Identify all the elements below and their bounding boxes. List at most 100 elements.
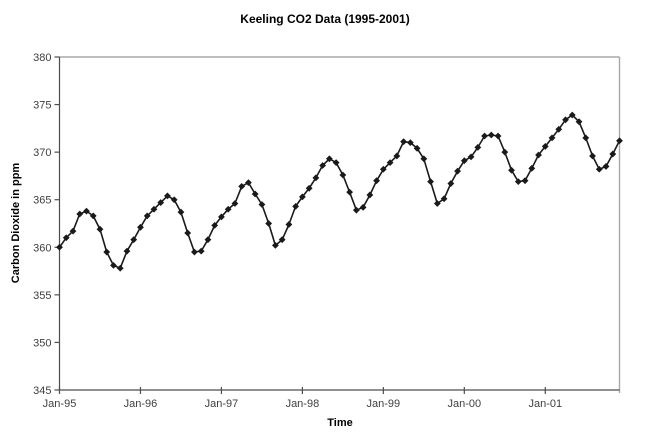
data-point [366,191,374,199]
x-tick-label: Jan-01 [528,398,562,410]
x-tick-label: Jan-98 [286,398,320,410]
data-point [595,165,603,173]
data-point [589,152,596,160]
data-point [116,264,124,272]
data-point [346,188,354,196]
data-point [433,200,441,207]
data-point [339,171,347,179]
chart-title: Keeling CO2 Data (1995-2001) [240,12,410,26]
data-point [467,153,475,161]
x-tick-label: Jan-00 [447,398,481,410]
x-tick-label: Jan-95 [43,398,77,410]
data-point [56,243,63,251]
data-point [83,207,90,215]
data-point [406,139,414,147]
data-point [298,193,306,201]
data-point [164,192,171,200]
data-point [481,132,488,140]
data-point [400,138,407,146]
data-point [454,167,461,175]
y-tick-label: 380 [33,52,51,64]
x-tick-label: Jan-99 [367,398,401,410]
data-point [325,155,333,163]
data-point [386,159,394,167]
y-tick-label: 360 [33,242,51,254]
data-point [123,247,131,255]
data-point [393,152,401,160]
data-point [272,241,279,249]
data-point [494,132,502,140]
data-point [177,208,185,216]
data-point [137,223,144,231]
data-point [258,201,266,208]
data-point [305,184,313,192]
data-point [602,163,610,170]
data-point [332,159,340,167]
data-point [568,111,576,119]
data-point [548,134,556,142]
data-point [447,180,455,187]
y-tick-label: 370 [33,147,51,159]
data-point [508,166,515,174]
data-point [609,150,617,158]
x-tick-label: Jan-96 [124,398,158,410]
data-point [251,190,259,198]
data-point [224,205,232,213]
data-point [231,200,239,207]
data-point [514,178,522,186]
data-point [89,212,97,220]
data-point [555,125,563,133]
y-tick-label: 365 [33,195,51,207]
data-point [265,220,273,227]
data-point [359,203,367,211]
y-tick-label: 375 [33,100,51,112]
data-point [197,247,205,255]
data-point [62,234,70,242]
data-point [76,210,84,218]
data-point [96,225,104,233]
data-point [312,174,320,182]
data-point [218,213,225,221]
data-point [170,196,178,204]
data-point [157,199,165,206]
data-point [427,178,434,186]
data-point [130,236,138,244]
x-tick-label: Jan-97 [205,398,239,410]
data-point [528,164,536,172]
data-point [352,206,360,214]
data-point [521,177,529,185]
data-point [285,221,293,228]
data-point [535,151,542,159]
data-point [184,229,192,237]
data-point [191,248,198,256]
data-point [143,212,151,220]
data-point [562,116,569,124]
data-point [69,227,77,235]
x-axis-title: Time [327,417,353,429]
data-point [373,177,381,185]
data-point [616,137,623,145]
data-point [440,195,448,203]
data-point [501,148,509,156]
data-point [319,162,327,169]
data-point [292,202,300,210]
data-line [58,114,621,270]
data-point [460,157,468,165]
data-point [379,165,387,173]
data-point [110,261,117,269]
data-point [211,222,219,229]
data-point [420,155,428,163]
data-point [575,118,583,126]
data-point [150,205,158,213]
data-point [487,131,495,139]
data-point [278,236,286,244]
data-point [103,248,111,256]
data-point [413,144,421,152]
data-point [245,179,252,186]
data-point [582,134,590,142]
data-point [204,236,212,244]
y-tick-label: 350 [33,337,51,349]
y-tick-label: 345 [33,385,51,397]
